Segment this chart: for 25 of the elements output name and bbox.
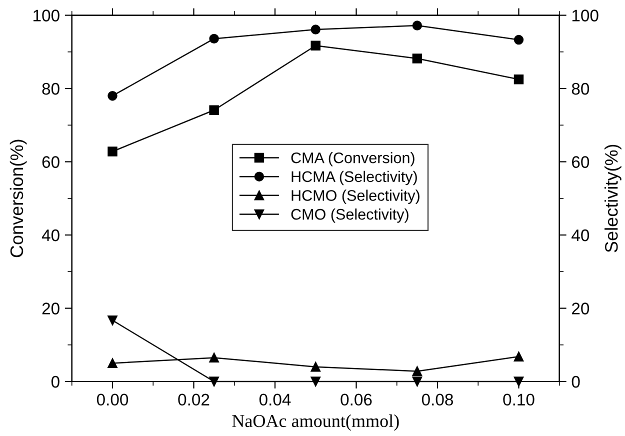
legend-label: CMO (Selectivity) — [291, 208, 408, 223]
x-tick-label: 0.06 — [340, 394, 372, 406]
x-tick-label: 0.10 — [503, 394, 534, 406]
x-axis-title: NaOAc amount(mmol) — [232, 414, 399, 431]
y2-tick-label: 40 — [572, 229, 590, 242]
y2-axis-title: Selectivity(%) — [604, 144, 622, 252]
legend-label: CMA (Conversion) — [291, 152, 414, 166]
x-tick-label: 0.08 — [422, 394, 453, 406]
y2-tick-label: 60 — [572, 156, 590, 168]
y-tick-label: 60 — [42, 156, 60, 168]
y2-tick-label: 80 — [572, 82, 590, 95]
legend-label: HCMO (Selectivity) — [292, 190, 420, 204]
y-tick-label: 20 — [42, 302, 60, 314]
y-tick-label: 100 — [34, 10, 60, 22]
x-tick-label: 0.04 — [259, 394, 291, 406]
x-tick-label: 0.02 — [178, 394, 210, 406]
y-axis-title: Conversion(%) — [10, 140, 27, 258]
y-tick-label: 80 — [42, 82, 60, 95]
y2-tick-label: 100 — [572, 10, 598, 22]
legend-label: HCMA (Selectivity) — [292, 170, 417, 186]
y-tick-label: 0 — [51, 376, 60, 388]
y2-tick-label: 20 — [572, 302, 590, 314]
y-tick-label: 40 — [42, 229, 60, 242]
x-tick-label: 0.00 — [96, 394, 128, 406]
y2-tick-label: 0 — [572, 376, 580, 388]
